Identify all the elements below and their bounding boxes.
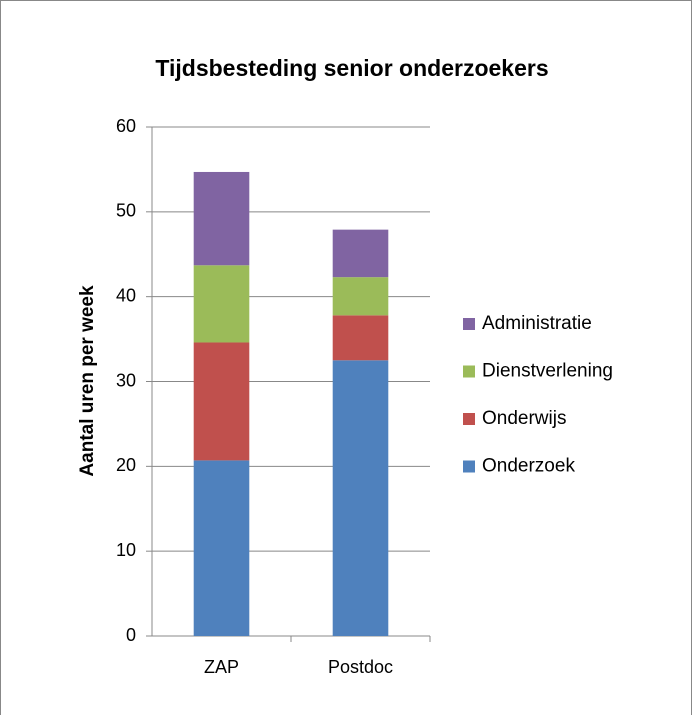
- y-tick-label: 0: [126, 625, 136, 645]
- bar-segment: [193, 342, 250, 461]
- legend-swatch: [463, 460, 475, 473]
- y-tick-label: 50: [116, 201, 136, 221]
- y-tick-label: 10: [116, 540, 136, 560]
- y-tick-label: 30: [116, 370, 136, 390]
- x-tick-label: Postdoc: [328, 657, 393, 677]
- chart-title: Tijdsbesteding senior onderzoekers: [155, 55, 548, 81]
- bar-segment: [332, 229, 389, 278]
- bar-segment: [332, 277, 389, 316]
- y-axis-label: Aantal uren per week: [77, 285, 98, 477]
- bar-segment: [193, 171, 250, 266]
- x-tick-label: ZAP: [204, 657, 239, 677]
- legend-swatch: [463, 413, 475, 425]
- legend-label: Dienstverlening: [482, 361, 613, 382]
- legend-label: Onderwijs: [482, 408, 566, 429]
- bar-segment: [193, 265, 250, 343]
- bar-segment: [332, 360, 389, 636]
- y-tick-label: 40: [116, 285, 136, 305]
- bar-segment: [332, 315, 389, 361]
- y-tick-label: 20: [116, 455, 136, 475]
- legend-swatch: [463, 318, 475, 330]
- legend-label: Onderzoek: [482, 456, 575, 477]
- legend-label: Administratie: [482, 313, 592, 334]
- y-tick-label: 60: [116, 116, 136, 136]
- legend-swatch: [463, 365, 475, 378]
- bar-segment: [193, 460, 250, 636]
